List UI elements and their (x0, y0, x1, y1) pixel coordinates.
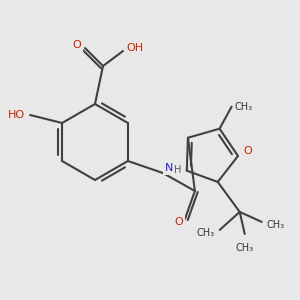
Text: H: H (174, 165, 182, 175)
Text: HO: HO (8, 110, 25, 120)
Text: O: O (73, 40, 81, 50)
Text: CH₃: CH₃ (267, 220, 285, 230)
Text: O: O (175, 217, 183, 227)
Text: CH₃: CH₃ (236, 243, 254, 253)
Text: OH: OH (126, 43, 144, 53)
Text: CH₃: CH₃ (197, 228, 215, 238)
Text: N: N (165, 163, 173, 173)
Text: CH₃: CH₃ (235, 102, 253, 112)
Text: O: O (244, 146, 252, 156)
